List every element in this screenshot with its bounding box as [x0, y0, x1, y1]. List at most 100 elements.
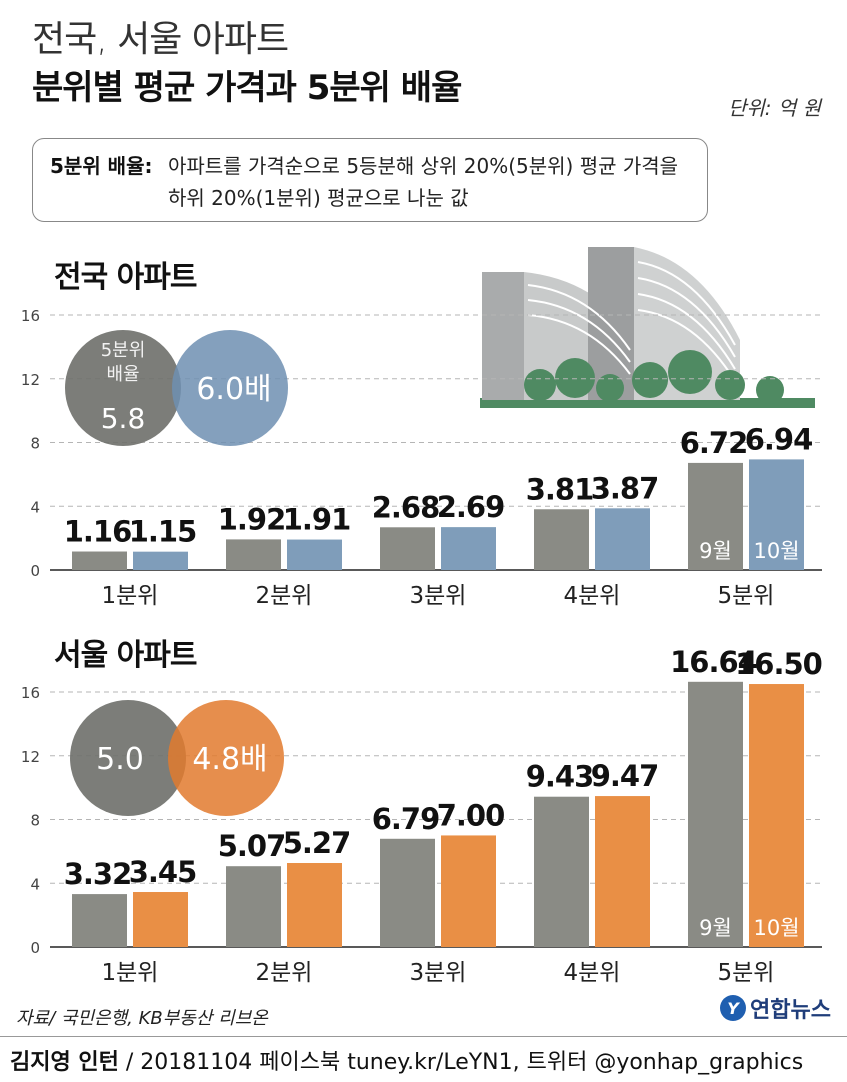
- data-label: 2.69: [437, 490, 505, 524]
- credit-rest: / 20181104 페이스북 tuney.kr/LeYN1, 트위터 @yon…: [118, 1050, 804, 1075]
- definition-line-2: 하위 20%(1분위) 평균으로 나눈 값: [168, 186, 469, 210]
- bar: [595, 508, 650, 570]
- x-tick-label: 2분위: [256, 960, 313, 986]
- bar: [749, 459, 804, 570]
- bar: [688, 681, 743, 947]
- definition-text: 아파트를 가격순으로 5등분해 상위 20%(5분위) 평균 가격을 하위 20…: [168, 150, 678, 214]
- data-label: 3.32: [64, 857, 132, 891]
- x-tick-label: 2분위: [256, 583, 313, 609]
- x-tick-label: 3분위: [410, 960, 467, 986]
- ratio-circle-sep: [70, 700, 186, 816]
- apartment-illustration: [480, 247, 815, 408]
- y-tick-label: 8: [30, 812, 40, 830]
- source-text: 자료/ 국민은행, KB부동산 리브온: [16, 1008, 268, 1029]
- illustration-trees: [524, 350, 784, 404]
- bar: [380, 527, 435, 570]
- data-label: 1.92: [218, 502, 286, 536]
- series-label: 9월: [699, 916, 732, 940]
- yonhap-logo-icon: Y: [720, 995, 746, 1021]
- bar: [72, 894, 127, 947]
- data-label: 3.81: [526, 472, 594, 506]
- footer-divider: [0, 1036, 847, 1037]
- data-label: 16.50: [735, 647, 822, 681]
- series-label: 10월: [753, 916, 799, 940]
- illustration-ground: [480, 398, 815, 408]
- data-label: 9.43: [526, 760, 594, 794]
- data-label: 3.45: [129, 855, 197, 889]
- ratio-right-value: 4.8배: [192, 742, 267, 777]
- data-label: 1.91: [283, 503, 351, 537]
- data-label: 5.07: [218, 829, 286, 863]
- data-label: 9.47: [591, 759, 659, 793]
- bar: [534, 796, 589, 947]
- building-stripes: [527, 261, 736, 382]
- data-label: 6.94: [745, 422, 813, 456]
- data-label: 1.15: [129, 515, 197, 549]
- bar: [287, 539, 342, 570]
- y-tick-label: 4: [30, 498, 40, 516]
- bar: [133, 551, 188, 570]
- data-label: 7.00: [437, 798, 505, 832]
- y-tick-label: 8: [30, 435, 40, 453]
- data-label: 2.68: [372, 490, 440, 524]
- ratio-circle-oct: [168, 700, 284, 816]
- bar: [226, 866, 281, 947]
- chart-national: 04812165분위배율5.86.0배1.161.151분위1.921.912분…: [21, 307, 822, 609]
- ratio-right-value: 6.0배: [196, 372, 271, 407]
- bar: [595, 796, 650, 947]
- y-tick-label: 16: [21, 684, 40, 702]
- credit-line: 김지영 인턴 / 20181104 페이스북 tuney.kr/LeYN1, 트…: [10, 1044, 803, 1076]
- x-tick-label: 1분위: [102, 583, 159, 609]
- data-label: 6.79: [372, 802, 440, 836]
- bar: [749, 684, 804, 947]
- series-label: 9월: [699, 539, 732, 563]
- x-tick-label: 5분위: [718, 583, 775, 609]
- data-label: 3.87: [591, 471, 659, 505]
- ratio-circle-oct: [172, 330, 288, 446]
- yonhap-logo-text: 연합뉴스: [750, 998, 831, 1023]
- bar: [441, 835, 496, 947]
- x-tick-label: 1분위: [102, 960, 159, 986]
- bar: [72, 551, 127, 570]
- data-label: 1.16: [64, 515, 132, 549]
- bar: [688, 462, 743, 570]
- yonhap-logo: Y 연합뉴스: [720, 992, 831, 1024]
- section-title-seoul: 서울 아파트: [54, 638, 197, 673]
- chart-seoul: 0 4 8 12 16 5.0 4.8배 3.323.45 1분위 5.075.27 2분위 6.79…: [21, 645, 823, 986]
- bar: [226, 539, 281, 570]
- definition-label: 5분위 배율:: [50, 154, 153, 178]
- x-tick-label: 4분위: [564, 583, 621, 609]
- y-tick-label: 12: [21, 748, 40, 766]
- definition-line-1: 아파트를 가격순으로 5등분해 상위 20%(5분위) 평균 가격을: [168, 154, 679, 178]
- bar: [534, 509, 589, 570]
- bar: [133, 892, 188, 947]
- title-light: 전국, 서울 아파트: [32, 19, 289, 60]
- y-tick-label: 0: [30, 939, 40, 957]
- series-label: 10월: [753, 539, 799, 563]
- y-tick-label: 0: [30, 562, 40, 580]
- ratio-left-label: 5분위: [101, 340, 146, 361]
- section-title-national: 전국 아파트: [54, 260, 197, 295]
- title-bold: 분위별 평균 가격과 5분위 배율: [32, 68, 462, 108]
- data-label: 6.72: [680, 426, 748, 460]
- credit-name: 김지영 인턴: [10, 1050, 119, 1075]
- building-left-tower: [482, 272, 524, 400]
- definition-box: [32, 138, 708, 222]
- x-tick-label: 5분위: [718, 960, 775, 986]
- bar: [287, 863, 342, 947]
- ratio-circle-sep: [65, 330, 181, 446]
- y-tick-label: 4: [30, 875, 40, 893]
- ratio-left-value: 5.0: [96, 742, 144, 777]
- ratio-left-label: 배율: [106, 364, 139, 385]
- x-tick-label: 4분위: [564, 960, 621, 986]
- ratio-left-value: 5.8: [101, 402, 146, 435]
- data-label: 5.27: [283, 826, 351, 860]
- data-label: 16.64: [670, 645, 757, 679]
- unit-label: 단위: 억 원: [727, 96, 821, 120]
- bar: [380, 838, 435, 947]
- bar: [441, 527, 496, 570]
- x-tick-label: 3분위: [410, 583, 467, 609]
- y-tick-label: 12: [21, 371, 40, 389]
- y-tick-label: 16: [21, 307, 40, 325]
